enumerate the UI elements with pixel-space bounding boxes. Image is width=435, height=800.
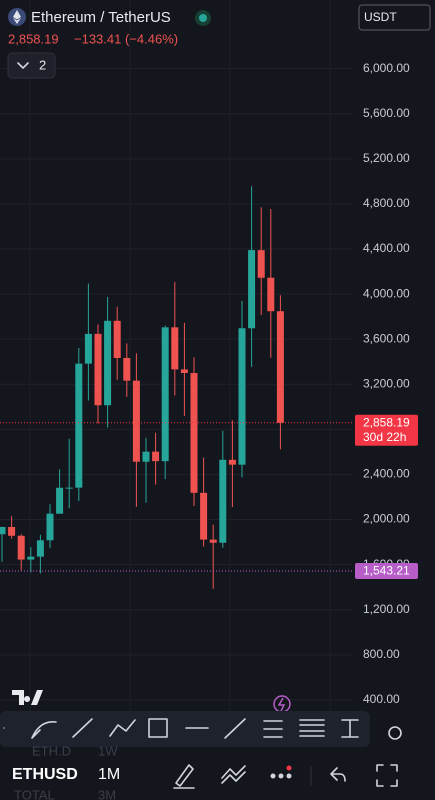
candle-body <box>257 250 265 278</box>
price-change: −133.41 (−4.46%) <box>74 31 178 46</box>
candle-body <box>65 487 73 489</box>
tool-ray[interactable] <box>224 718 246 739</box>
dot <box>286 773 292 779</box>
candle-body <box>180 369 188 373</box>
currency[interactable]: USDT <box>364 10 397 24</box>
candle-body <box>113 320 121 359</box>
candle-body <box>46 513 54 541</box>
more-button[interactable] <box>270 765 292 779</box>
candle-body <box>200 492 208 540</box>
settings-icon[interactable] <box>388 726 402 740</box>
chevron <box>17 62 29 69</box>
countdown: 30d 22h <box>363 430 406 444</box>
candle-body <box>94 333 102 406</box>
low-label-bg <box>355 563 418 580</box>
candle-body <box>84 333 92 364</box>
draw-button[interactable] <box>173 764 195 789</box>
watch-symbol: ETH.D <box>32 743 71 758</box>
candle-body <box>56 487 64 514</box>
candle-body <box>75 363 83 488</box>
watch-symbol: TOTAL <box>14 787 55 800</box>
market-status-dot <box>199 14 207 22</box>
dot <box>278 773 284 779</box>
indicators-button[interactable] <box>221 765 246 784</box>
candle-body <box>17 535 25 560</box>
candle-body <box>219 459 227 543</box>
candle-body <box>0 526 6 535</box>
candle-body <box>36 540 44 557</box>
tool-text[interactable] <box>341 719 359 738</box>
candle-body <box>27 556 35 560</box>
symbol-button[interactable]: ETHUSD <box>12 766 78 783</box>
candle-body <box>132 380 140 462</box>
tv-logo <box>12 690 43 705</box>
y-tick-label: 5,200.00 <box>363 151 410 165</box>
tool-gann[interactable] <box>299 719 325 737</box>
candle-body <box>142 451 150 462</box>
tool-fib[interactable] <box>263 720 283 738</box>
badge <box>286 765 292 771</box>
interval-button[interactable]: 1M <box>98 766 120 783</box>
candle-body <box>171 327 179 370</box>
candle-body <box>152 451 160 462</box>
dot <box>270 773 276 779</box>
plot <box>0 186 352 589</box>
eth-icon <box>13 10 21 24</box>
bolt <box>277 697 286 712</box>
tool-path[interactable] <box>109 719 136 737</box>
last-price: 2,858.19 <box>8 31 59 46</box>
y-tick-label: 5,600.00 <box>363 106 410 120</box>
watch-interval: 3M <box>98 787 116 800</box>
y-tick-label: 4,000.00 <box>363 286 410 300</box>
drawing-toolbar <box>0 711 370 747</box>
candle-body <box>190 373 198 493</box>
y-tick-label: 6,000.00 <box>363 61 410 75</box>
y-tick-label: 2,000.00 <box>363 512 410 526</box>
candle-body <box>267 277 275 312</box>
grip <box>3 727 5 729</box>
fullscreen-button[interactable] <box>376 764 398 787</box>
y-tick-label: 1,200.00 <box>363 602 410 616</box>
low-label: 1,543.21 <box>363 564 410 578</box>
candle-body <box>238 328 246 465</box>
currency-box[interactable] <box>358 4 431 31</box>
price-label-bg <box>355 414 418 446</box>
y-tick-label: 800.00 <box>363 647 400 661</box>
price-label: 2,858.19 <box>363 415 410 429</box>
candle-body <box>8 526 16 536</box>
tool-brush[interactable] <box>31 721 57 739</box>
y-tick-label: 400.00 <box>363 692 400 706</box>
watch-interval: 1W <box>98 743 118 758</box>
price-axis: 400.00800.001,200.001,600.002,000.002,40… <box>355 61 418 706</box>
y-tick-label: 3,200.00 <box>363 376 410 390</box>
candle-body <box>123 358 131 381</box>
candle-body <box>161 327 169 462</box>
candle-body <box>248 250 256 329</box>
candle-body <box>209 539 217 543</box>
y-tick-label: 2,400.00 <box>363 467 410 481</box>
indicators-toggle[interactable] <box>7 52 56 79</box>
y-tick-label: 4,400.00 <box>363 241 410 255</box>
candle-body <box>276 311 284 423</box>
undo-button[interactable] <box>330 767 346 782</box>
y-tick-label: 4,800.00 <box>363 196 410 210</box>
candle-body <box>228 459 236 465</box>
tool-rectangle[interactable] <box>148 718 168 738</box>
tool-trendline[interactable] <box>72 718 93 738</box>
indicator-count[interactable]: 2 <box>39 57 46 72</box>
y-tick-label: 3,600.00 <box>363 331 410 345</box>
candle-body <box>104 320 112 406</box>
symbol-title[interactable]: Ethereum / TetherUS <box>31 9 171 26</box>
tools <box>31 718 359 739</box>
